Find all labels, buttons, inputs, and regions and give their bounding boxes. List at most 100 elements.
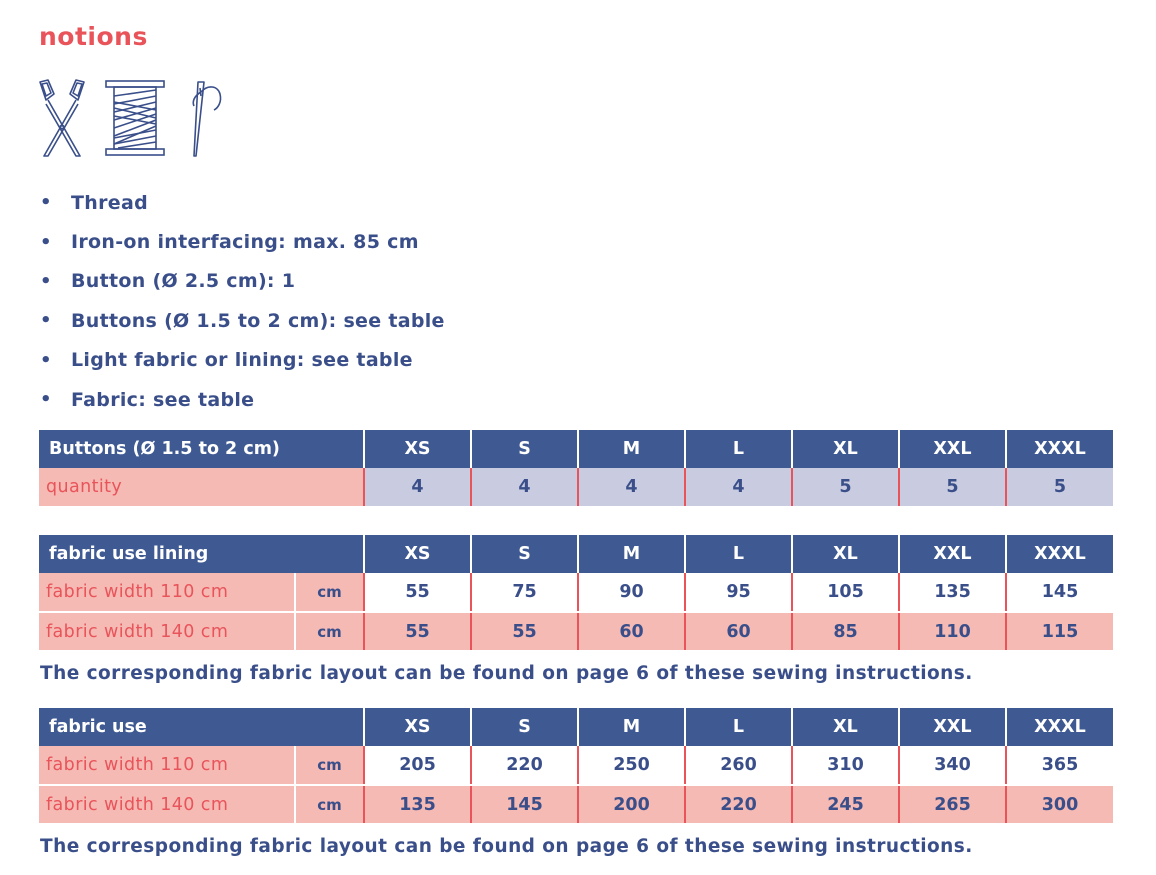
row-label: fabric width 140 cm xyxy=(39,612,295,652)
table-row: fabric width 110 cm cm 205 220 250 260 3… xyxy=(39,746,1113,786)
table-cell: 4 xyxy=(578,468,686,508)
table-cell: 135 xyxy=(364,785,472,825)
table-cell: 5 xyxy=(1006,468,1113,508)
size-header: L xyxy=(685,430,793,468)
table-cell: 135 xyxy=(899,573,1007,613)
table-cell: 95 xyxy=(685,573,793,613)
list-item: • Buttons (Ø 1.5 to 2 cm): see table xyxy=(36,301,445,340)
table-cell: 245 xyxy=(792,785,900,825)
size-header: XXXL xyxy=(1006,430,1113,468)
bullet: • xyxy=(40,310,52,332)
unit-label: cm xyxy=(294,785,365,825)
table-cell: 115 xyxy=(1006,612,1113,652)
size-header: XL xyxy=(792,535,900,573)
bullet: • xyxy=(40,231,52,253)
notion-text: Thread xyxy=(71,191,148,214)
list-item: • Button (Ø 2.5 cm): 1 xyxy=(36,262,445,301)
list-item: • Light fabric or lining: see table xyxy=(36,341,445,380)
bullet: • xyxy=(40,270,52,292)
list-item: • Fabric: see table xyxy=(36,380,445,419)
table-cell: 75 xyxy=(471,573,579,613)
table-cell: 145 xyxy=(471,785,579,825)
table-cell: 85 xyxy=(792,612,900,652)
bullet: • xyxy=(40,192,52,214)
notions-list: • Thread • Iron-on interfacing: max. 85 cm… xyxy=(36,183,445,419)
table-cell: 145 xyxy=(1006,573,1113,613)
size-header: XS xyxy=(364,430,472,468)
size-header: XS xyxy=(364,708,472,746)
size-header: S xyxy=(471,430,579,468)
table-cell: 5 xyxy=(899,468,1007,508)
row-label: fabric width 110 cm xyxy=(39,746,295,786)
table-header-label: Buttons (Ø 1.5 to 2 cm) xyxy=(39,430,365,468)
table-header-row: fabric use XS S M L XL XXL XXXL xyxy=(39,708,1113,746)
size-header: S xyxy=(471,535,579,573)
size-header: XXL xyxy=(899,535,1007,573)
size-header: M xyxy=(578,708,686,746)
notion-text: Fabric: see table xyxy=(71,388,255,411)
table-cell: 220 xyxy=(685,785,793,825)
table-row: quantity 4 4 4 4 5 5 5 xyxy=(39,468,1113,508)
table-cell: 55 xyxy=(364,573,472,613)
table-cell: 5 xyxy=(792,468,900,508)
bullet: • xyxy=(40,389,52,411)
bullet: • xyxy=(40,349,52,371)
unit-label: cm xyxy=(294,612,365,652)
size-header: L xyxy=(685,535,793,573)
table-cell: 110 xyxy=(899,612,1007,652)
size-header: XL xyxy=(792,430,900,468)
size-header: XS xyxy=(364,535,472,573)
fabric-table: fabric use XS S M L XL XXL XXXL fabric w… xyxy=(39,708,1113,825)
table-cell: 220 xyxy=(471,746,579,786)
fabric-layout-note: The corresponding fabric layout can be f… xyxy=(40,836,973,857)
table-cell: 250 xyxy=(578,746,686,786)
buttons-table: Buttons (Ø 1.5 to 2 cm) XS S M L XL XXL … xyxy=(39,430,1113,508)
table-cell: 90 xyxy=(578,573,686,613)
list-item: • Thread xyxy=(36,183,445,222)
table-cell: 60 xyxy=(685,612,793,652)
notion-text: Buttons (Ø 1.5 to 2 cm): see table xyxy=(71,309,445,332)
thread-spool-icon xyxy=(105,80,165,156)
table-cell: 4 xyxy=(471,468,579,508)
size-header: XXL xyxy=(899,708,1007,746)
table-header-label: fabric use lining xyxy=(39,535,365,573)
table-header-label: fabric use xyxy=(39,708,365,746)
notion-text: Light fabric or lining: see table xyxy=(71,349,413,372)
table-cell: 55 xyxy=(364,612,472,652)
row-label: fabric width 140 cm xyxy=(39,785,295,825)
table-cell: 4 xyxy=(364,468,472,508)
size-header: L xyxy=(685,708,793,746)
notion-text: Iron-on interfacing: max. 85 cm xyxy=(71,231,419,254)
needle-icon xyxy=(192,81,222,157)
table-cell: 55 xyxy=(471,612,579,652)
row-label: fabric width 110 cm xyxy=(39,573,295,613)
table-cell: 4 xyxy=(685,468,793,508)
unit-label: cm xyxy=(294,746,365,786)
list-item: • Iron-on interfacing: max. 85 cm xyxy=(36,222,445,261)
table-cell: 105 xyxy=(792,573,900,613)
lining-table: fabric use lining XS S M L XL XXL XXXL f… xyxy=(39,535,1113,652)
size-header: XXL xyxy=(899,430,1007,468)
size-header: M xyxy=(578,430,686,468)
table-cell: 310 xyxy=(792,746,900,786)
scissors-icon xyxy=(39,79,85,157)
size-header: XL xyxy=(792,708,900,746)
table-cell: 300 xyxy=(1006,785,1113,825)
table-row: fabric width 110 cm cm 55 75 90 95 105 1… xyxy=(39,573,1113,613)
table-cell: 340 xyxy=(899,746,1007,786)
page-title: notions xyxy=(39,22,148,51)
size-header: XXXL xyxy=(1006,535,1113,573)
table-cell: 365 xyxy=(1006,746,1113,786)
size-header: XXXL xyxy=(1006,708,1113,746)
size-header: M xyxy=(578,535,686,573)
table-header-row: fabric use lining XS S M L XL XXL XXXL xyxy=(39,535,1113,573)
fabric-layout-note: The corresponding fabric layout can be f… xyxy=(40,663,973,684)
size-header: S xyxy=(471,708,579,746)
table-cell: 265 xyxy=(899,785,1007,825)
table-cell: 260 xyxy=(685,746,793,786)
table-cell: 205 xyxy=(364,746,472,786)
table-cell: 60 xyxy=(578,612,686,652)
table-row: fabric width 140 cm cm 135 145 200 220 2… xyxy=(39,785,1113,825)
table-row: fabric width 140 cm cm 55 55 60 60 85 11… xyxy=(39,612,1113,652)
notion-text: Button (Ø 2.5 cm): 1 xyxy=(71,270,296,293)
